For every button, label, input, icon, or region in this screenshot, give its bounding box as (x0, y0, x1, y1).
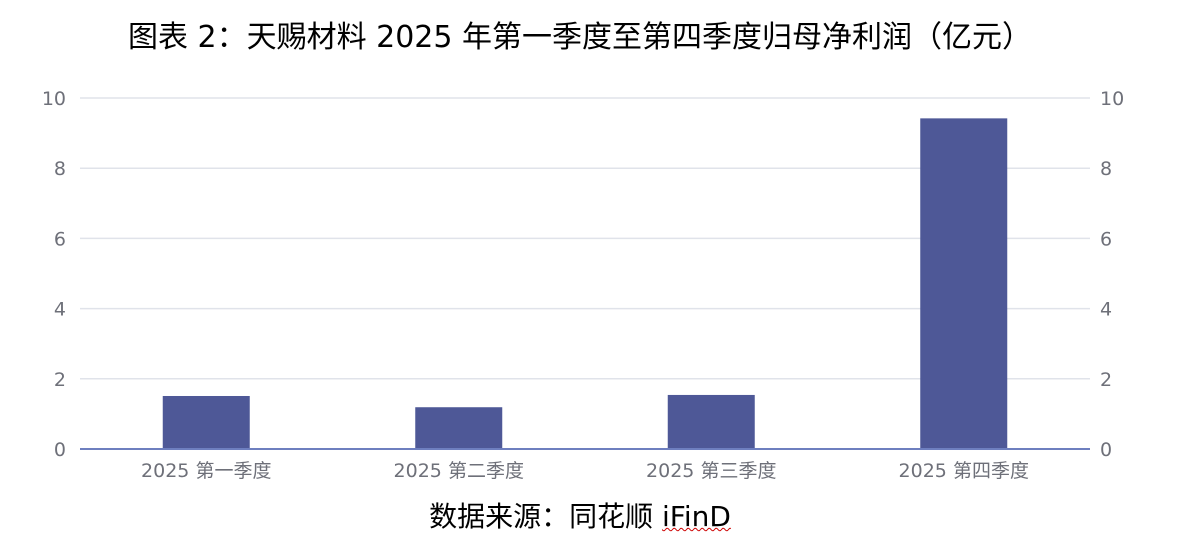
source-brand: iFinD (661, 500, 731, 533)
y-tick-label-right: 10 (1100, 88, 1124, 110)
bar (415, 407, 503, 449)
x-tick-label: 2025 第一季度 (141, 460, 271, 482)
y-tick-label-left: 2 (54, 369, 66, 391)
y-tick-label-left: 6 (54, 228, 66, 250)
x-tick-label: 2025 第四季度 (899, 460, 1029, 482)
y-tick-label-right: 0 (1100, 439, 1112, 461)
source-label: 数据来源：同花顺 (429, 500, 662, 533)
y-tick-label-left: 10 (42, 88, 66, 110)
x-tick-label: 2025 第二季度 (394, 460, 524, 482)
chart-title: 图表 2：天赐材料 2025 年第一季度至第四季度归母净利润（亿元） (127, 20, 1033, 55)
y-tick-label-left: 8 (54, 158, 66, 180)
y-tick-label-left: 0 (54, 439, 66, 461)
source-note: 数据来源：同花顺 iFinD (0, 495, 1160, 535)
bar (667, 394, 755, 449)
y-tick-label-right: 6 (1100, 228, 1112, 250)
y-tick-label-right: 8 (1100, 158, 1112, 180)
y-tick-label-right: 4 (1100, 299, 1112, 321)
y-tick-label-right: 2 (1100, 369, 1112, 391)
bar (162, 395, 250, 449)
y-tick-label-left: 4 (54, 299, 66, 321)
bar (920, 118, 1008, 449)
x-tick-label: 2025 第三季度 (646, 460, 776, 482)
